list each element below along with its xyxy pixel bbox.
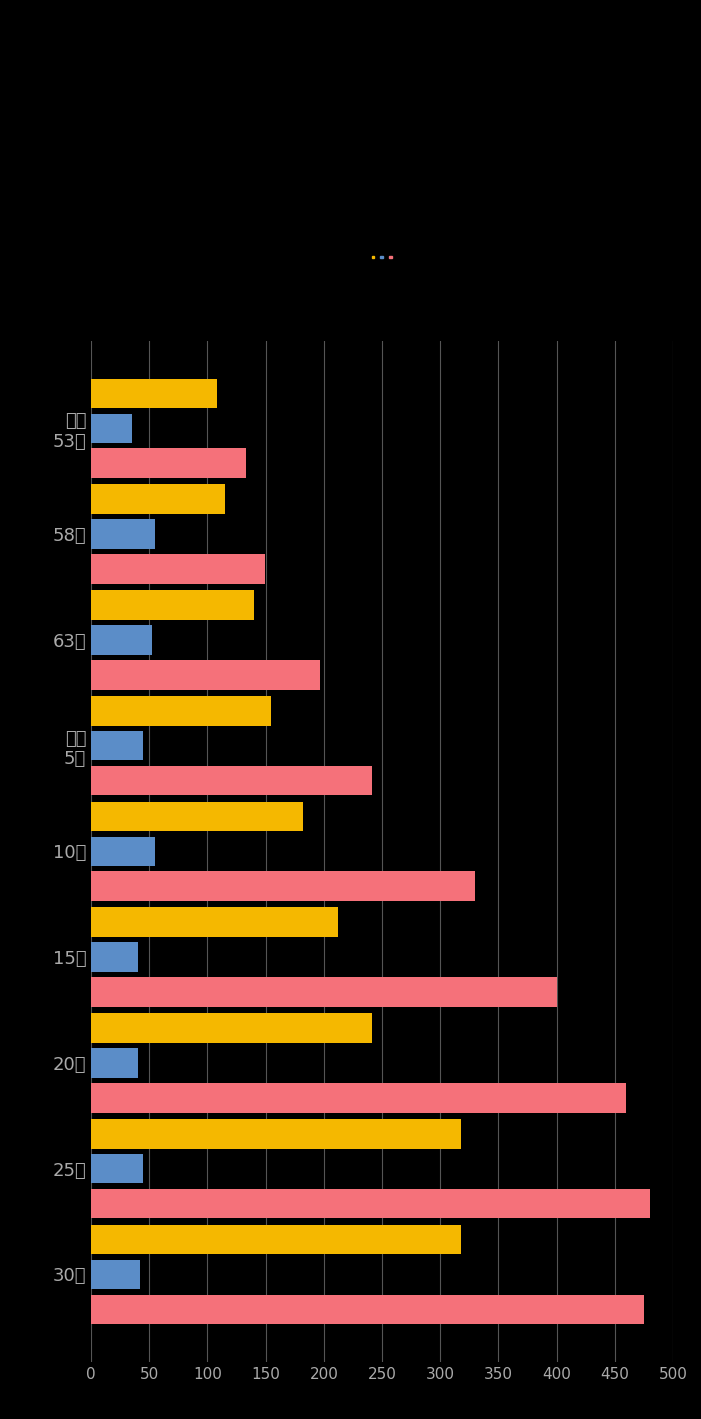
Bar xyxy=(91,942,137,972)
Bar xyxy=(91,1083,627,1112)
Bar xyxy=(91,695,271,725)
Bar xyxy=(91,908,338,937)
Bar xyxy=(91,1189,650,1219)
Legend: , , : , , xyxy=(371,255,393,258)
Bar xyxy=(91,1013,372,1043)
Bar xyxy=(91,731,144,761)
Bar xyxy=(91,837,155,866)
Bar xyxy=(91,766,372,795)
Bar xyxy=(91,1154,144,1183)
Bar xyxy=(91,1049,137,1078)
Bar xyxy=(91,624,151,654)
Bar xyxy=(91,413,132,443)
Bar xyxy=(91,1260,140,1290)
Bar xyxy=(91,519,155,549)
Bar xyxy=(91,871,475,901)
Bar xyxy=(91,660,320,690)
Bar xyxy=(91,379,217,409)
Bar xyxy=(91,802,303,832)
Bar xyxy=(91,978,557,1007)
Bar xyxy=(91,1225,461,1254)
Bar xyxy=(91,555,264,583)
Bar xyxy=(91,484,225,514)
Bar xyxy=(91,1294,644,1324)
Bar xyxy=(91,590,254,620)
Bar xyxy=(91,1120,461,1148)
Bar xyxy=(91,448,246,478)
